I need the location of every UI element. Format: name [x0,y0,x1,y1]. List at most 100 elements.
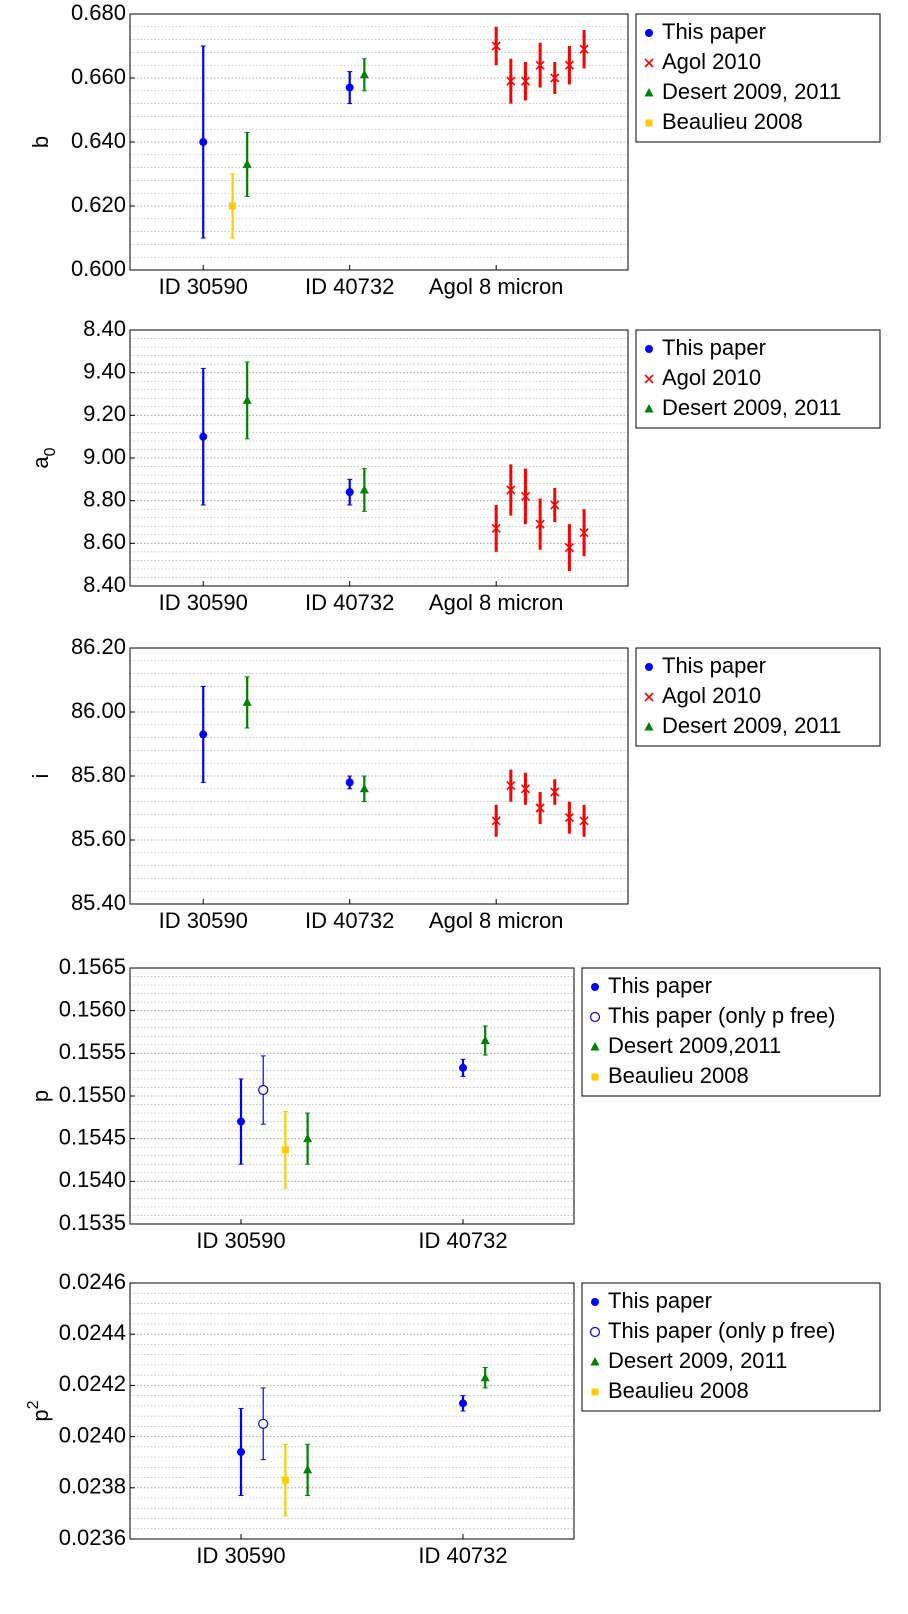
legend-box [581,1282,881,1412]
marker-stroke [550,500,560,510]
legend-entry: Desert 2009, 2011 [590,1348,787,1373]
y-axis-label-base: a [28,456,53,469]
y-tick-label: 8.60 [83,529,126,554]
marker [303,1133,313,1143]
y-axis-label: p2 [25,1400,53,1421]
marker-stroke [644,58,654,68]
marker [590,1357,600,1366]
legend-label: Desert 2009, 2011 [662,79,841,104]
marker [644,88,654,97]
legend-entry: Beaulieu 2008 [591,1378,749,1403]
marker [242,697,252,706]
legend-entry: Desert 2009, 2011 [644,395,841,420]
legend-box [635,647,881,747]
legend-label: This paper [662,19,766,44]
marker [590,1042,600,1051]
y-axis-label-base: p [28,1090,53,1102]
marker-stroke [506,485,516,495]
marker [564,813,574,823]
y-axis-label: p [28,1090,53,1102]
marker [589,1011,601,1023]
marker [199,432,208,441]
legend-entry: This paper (only p free) [589,1318,835,1343]
x-tick-label: ID 30590 [159,908,248,933]
y-axis-label-base: b [28,136,53,148]
marker [258,1418,269,1429]
marker-stroke [491,816,501,826]
y-tick-label: 0.1535 [59,1210,126,1235]
y-tick-label: 0.1545 [59,1124,126,1149]
marker [480,1035,490,1045]
marker [589,1326,601,1338]
y-tick-label: 0.640 [71,128,126,153]
legend-label: Beaulieu 2008 [608,1378,749,1403]
plot-frame [129,967,575,1225]
x-tick-label: ID 30590 [159,274,248,299]
x-tick-label: Agol 8 micron [429,274,564,299]
legend-entry: Desert 2009, 2011 [644,713,841,738]
y-tick-label: 0.660 [71,64,126,89]
marker-stroke [564,813,574,823]
x-tick-label: ID 40732 [305,590,394,615]
marker [591,1073,599,1081]
marker [644,374,654,384]
legend-label: Desert 2009,2011 [608,1033,781,1058]
x-tick-label: ID 30590 [196,1543,285,1568]
y-tick-label: 0.1550 [59,1082,126,1107]
marker [281,1476,289,1484]
y-tick-label: 0.600 [71,256,126,281]
marker-stroke [520,784,531,794]
x-tick-label: ID 40732 [418,1228,507,1253]
y-tick-label: 0.1540 [59,1167,126,1192]
y-axis-label-base: p [28,1409,53,1421]
marker-stroke [579,816,589,826]
y-tick-label: 85.60 [71,826,126,851]
marker [645,345,653,353]
y-tick-label: 85.80 [71,762,126,787]
marker [645,119,653,127]
legend-entry: This paper [645,653,766,678]
marker [535,519,545,529]
marker-stroke [535,519,545,529]
plot-frame [129,329,629,587]
legend-entry: Agol 2010 [644,683,761,708]
legend-entry: Desert 2009, 2011 [644,79,841,104]
legend-entry: This paper [591,973,712,998]
marker [591,1388,599,1396]
x-tick-label: ID 40732 [305,908,394,933]
marker-stroke [491,41,501,51]
y-tick-label: 0.1560 [59,996,126,1021]
y-tick-label: 0.0240 [59,1422,126,1447]
y-tick-label: 86.20 [71,634,126,659]
y-tick-label: 0.0242 [59,1371,126,1396]
y-tick-label: 0.1555 [59,1039,126,1064]
marker-stroke [506,76,516,86]
y-tick-label: 0.0236 [59,1525,126,1550]
legend-label: This paper (only p free) [608,1318,835,1343]
marker-stroke [535,803,545,813]
legend-label: Agol 2010 [662,365,761,390]
y-axis-label: a0 [28,447,59,468]
marker [506,76,516,86]
marker [550,500,560,510]
legend-entry: Agol 2010 [644,49,761,74]
y-tick-label: 0.1565 [59,954,126,979]
marker [345,488,354,497]
legend-label: This paper [608,973,712,998]
y-axis-label-subscript: 0 [42,447,59,456]
marker [199,730,208,739]
marker [237,1447,245,1456]
legend-label: Desert 2009, 2011 [662,395,841,420]
legend-entry: Beaulieu 2008 [645,109,803,134]
marker [550,73,560,83]
marker [644,692,654,702]
legend-label: Desert 2009, 2011 [662,713,841,738]
marker [345,778,354,787]
y-tick-label: 85.40 [71,890,126,915]
marker [579,44,589,54]
marker [281,1146,289,1154]
y-tick-label: 8.80 [83,486,126,511]
legend-entry: Agol 2010 [644,365,761,390]
legend-box [581,967,881,1097]
x-tick-label: ID 40732 [305,274,394,299]
